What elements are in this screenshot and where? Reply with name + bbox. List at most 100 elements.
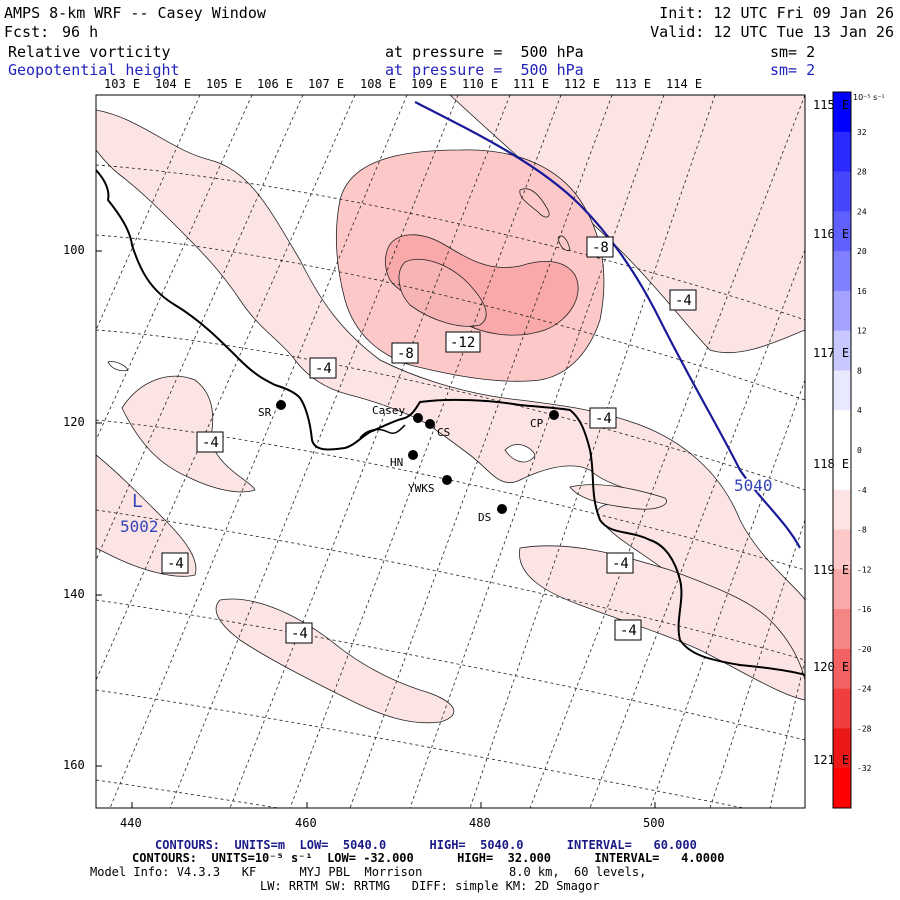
low-center-symbol: L [132, 491, 143, 512]
longitude-label-top: 109 E [411, 77, 448, 91]
y-tick-label-120: 120 [63, 415, 85, 429]
colorbar-swatch [833, 489, 851, 531]
contour-label-1: -8 [592, 240, 609, 256]
colorbar-label: 8 [857, 366, 862, 375]
plot-frame [95, 94, 806, 809]
contour-label-9: -4 [612, 556, 629, 572]
station-label-casey: Casey [372, 404, 405, 417]
longitude-label-right: 121 E [813, 753, 850, 767]
low-center-value: 5002 [120, 517, 159, 536]
colorbar-swatch [833, 251, 851, 292]
longitude-label-top: 103 E [104, 77, 141, 91]
lon-line-106 [96, 95, 304, 561]
lon-line-108 [109, 95, 408, 808]
lon-line-117 [649, 379, 805, 808]
colorbar-label: 12 [857, 327, 867, 336]
colorbar-label: -32 [857, 764, 872, 773]
longitude-label-top: 104 E [155, 77, 192, 91]
vorticity-shade-neg4-sw-blob [121, 375, 256, 493]
longitude-label-right: 118 E [813, 457, 850, 471]
station-markers: SR Casey CS HN YWKS DS CP [258, 400, 559, 524]
lat-line-2 [96, 234, 805, 401]
station-label-cs: CS [437, 426, 450, 439]
fcst-value: 96 h [62, 23, 99, 41]
station-dot-casey [413, 413, 423, 423]
colorbar-label: -28 [857, 724, 872, 733]
coastline [96, 169, 805, 676]
contour-label-2: -4 [675, 293, 692, 309]
colorbar-swatch [833, 569, 851, 610]
footer-height-contours: CONTOURS: UNITS=m LOW= 5040.0 HIGH= 5040… [155, 838, 697, 852]
x-tick-label-500: 500 [643, 816, 665, 830]
lat-line-3 [96, 329, 805, 491]
x-tick-label-460: 460 [295, 816, 317, 830]
lon-line-113 [409, 95, 665, 808]
x-tick-label-480: 480 [469, 816, 491, 830]
field2-name: Geopotential height [8, 61, 180, 79]
vorticity-small-contour-sw [107, 361, 129, 372]
lat-line-7 [96, 689, 746, 808]
colorbar-swatch [833, 92, 851, 133]
colorbar-swatch [833, 609, 851, 650]
longitude-label-right: 120 E [813, 660, 850, 674]
colorbar-label: -12 [857, 565, 872, 574]
colorbar-label: -20 [857, 645, 872, 654]
init-time: Init: 12 UTC Fri 09 Jan 26 [659, 4, 894, 22]
vorticity-shade-neg12 [384, 234, 579, 336]
colorbar-label: 32 [857, 128, 867, 137]
field2-sm: sm= 2 [770, 61, 816, 79]
colorbar-label: -8 [857, 526, 867, 535]
height-contour-label: 5040 [734, 476, 773, 495]
longitude-label-top: 110 E [462, 77, 499, 91]
valid-time: Valid: 12 UTC Tue 13 Jan 26 [650, 23, 894, 41]
longitude-label-top: 105 E [206, 77, 243, 91]
contour-box-2 [669, 289, 697, 311]
y-tick-label-100: 100 [63, 243, 85, 257]
contour-label-6: -4 [595, 411, 612, 427]
colorbar-swatch [833, 410, 851, 451]
vorticity-small-contour-1 [519, 188, 550, 218]
station-label-ds: DS [478, 511, 491, 524]
lon-line-110 [229, 95, 511, 808]
longitude-label-top: 111 E [513, 77, 550, 91]
contour-label-10: -4 [291, 626, 308, 642]
contour-label-5: -12 [450, 335, 475, 351]
contour-box-9 [606, 552, 634, 574]
longitude-label-right: 115 E [813, 98, 850, 112]
contour-box-1 [586, 236, 614, 258]
field2-level: at pressure = 500 hPa [385, 61, 584, 79]
station-label-cp: CP [530, 417, 544, 430]
contour-box-7 [196, 431, 224, 453]
lon-line-118 [709, 519, 805, 808]
axis-ticks [96, 250, 656, 808]
contour-box-4 [391, 342, 419, 364]
station-label-sr: SR [258, 406, 272, 419]
colorbar-label: 4 [857, 406, 862, 415]
fcst-label: Fcst: [4, 23, 50, 41]
lon-line-109 [169, 95, 459, 808]
vorticity-shade-neg4-se-band [519, 545, 805, 701]
coastline-inlet [359, 424, 406, 439]
colorbar-swatch [833, 171, 851, 212]
vorticity-zero-hole [504, 444, 536, 463]
colorbar-label: 0 [857, 446, 862, 455]
geopotential-height-contour-5040 [414, 101, 801, 549]
field1-name: Relative vorticity [8, 43, 171, 61]
vorticity-small-contour-2 [557, 235, 571, 251]
longitude-label-right: 119 E [813, 563, 850, 577]
contour-box-5 [445, 331, 481, 353]
colorbar-units: 10⁻⁵ s⁻¹ [853, 93, 885, 102]
colorbar-label: -4 [857, 486, 867, 495]
longitude-label-top: 108 E [360, 77, 397, 91]
station-label-ywks: YWKS [408, 482, 435, 495]
station-dot-hn [408, 450, 418, 460]
contour-labels: -8 -4 -4 -8 -12 -4 -4 -4 -4 -4 -4 [161, 236, 697, 644]
contour-box-11 [614, 619, 642, 641]
colorbar-swatch [833, 131, 851, 173]
colorbar-frame [832, 91, 852, 809]
contour-label-4: -8 [397, 346, 414, 362]
longitude-label-top: 114 E [666, 77, 703, 91]
colorbar-label: 24 [857, 207, 867, 216]
lon-line-116 [589, 249, 805, 808]
